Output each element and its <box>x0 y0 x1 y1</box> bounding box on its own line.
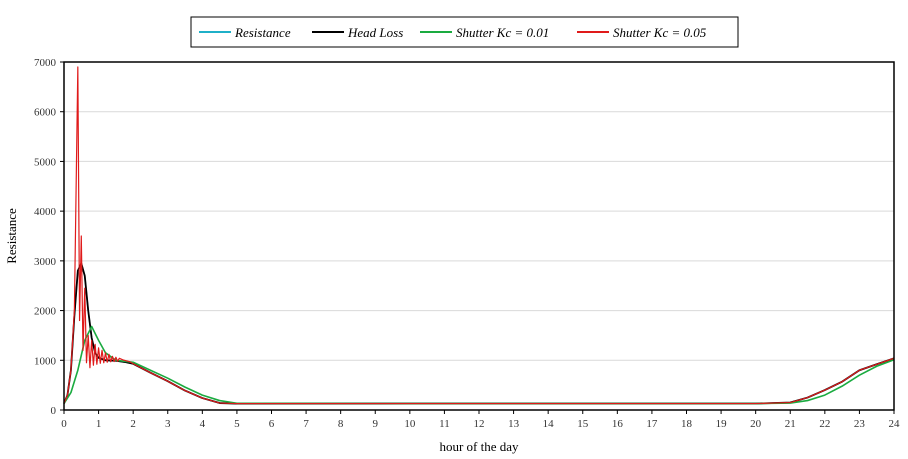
legend-item-head-loss: Head Loss <box>312 25 403 40</box>
series-layer <box>63 66 895 405</box>
legend-item-resistance: Resistance <box>199 25 291 40</box>
y-tick-label-1000: 1000 <box>34 355 57 367</box>
legend-label-shutter-kc-005: Shutter Kc = 0.05 <box>613 25 707 40</box>
legend-item-shutter-kc-005: Shutter Kc = 0.05 <box>577 25 707 40</box>
x-tick-label-14: 14 <box>543 418 555 430</box>
plot-frame <box>63 61 895 411</box>
y-tick-label-2000: 2000 <box>34 306 57 318</box>
x-tick-label-24: 24 <box>889 418 901 430</box>
x-tick-label-3: 3 <box>165 418 171 430</box>
x-tick-label-10: 10 <box>404 418 416 430</box>
x-tick-label-15: 15 <box>577 418 589 430</box>
x-tick-label-4: 4 <box>200 418 206 430</box>
x-tick-label-21: 21 <box>785 418 796 430</box>
series-line-shutter-kc-0-01 <box>63 325 895 405</box>
x-tick-label-0: 0 <box>61 418 67 430</box>
legend-label-head-loss: Head Loss <box>347 25 403 40</box>
x-axis-title: hour of the day <box>439 439 519 454</box>
x-tick-label-12: 12 <box>474 418 485 430</box>
x-tick-label-7: 7 <box>303 418 309 430</box>
x-tick-label-19: 19 <box>716 418 728 430</box>
x-tick-label-8: 8 <box>338 418 344 430</box>
x-tick-label-22: 22 <box>819 418 830 430</box>
gridlines <box>64 61 894 361</box>
x-tick-label-17: 17 <box>646 418 658 430</box>
x-tick-label-2: 2 <box>130 418 136 430</box>
series-line-head-loss <box>63 262 895 405</box>
x-tick-label-23: 23 <box>854 418 866 430</box>
x-axis-ticks: 0 1 2 3 4 5 6 7 8 9 10 11 12 13 14 15 16 17 18 19 20 21 22 23 24 <box>61 410 900 430</box>
legend-label-resistance: Resistance <box>234 25 291 40</box>
series-line-resistance <box>63 262 895 405</box>
x-tick-label-9: 9 <box>373 418 379 430</box>
y-tick-label-4000: 4000 <box>34 206 57 218</box>
y-tick-label-6000: 6000 <box>34 107 57 119</box>
x-tick-label-13: 13 <box>508 418 520 430</box>
legend: Resistance Head Loss Shutter Kc = 0.01 S… <box>190 16 739 48</box>
x-tick-label-11: 11 <box>439 418 450 430</box>
y-tick-label-5000: 5000 <box>34 156 57 168</box>
y-tick-label-3000: 3000 <box>34 256 57 268</box>
y-tick-label-0: 0 <box>51 405 57 417</box>
y-axis-ticks: 0 1000 2000 3000 4000 5000 6000 7000 <box>34 57 64 417</box>
x-tick-label-5: 5 <box>234 418 240 430</box>
series-line-shutter-kc-0-05 <box>63 66 895 405</box>
x-tick-label-18: 18 <box>681 418 693 430</box>
legend-box <box>190 16 739 48</box>
x-tick-label-16: 16 <box>612 418 624 430</box>
y-tick-label-7000: 7000 <box>34 57 57 69</box>
y-axis-title: Resistance <box>4 208 19 264</box>
x-tick-label-1: 1 <box>96 418 102 430</box>
legend-label-shutter-kc-001: Shutter Kc = 0.01 <box>456 25 549 40</box>
legend-item-shutter-kc-001: Shutter Kc = 0.01 <box>420 25 549 40</box>
x-tick-label-6: 6 <box>269 418 275 430</box>
x-tick-label-20: 20 <box>750 418 762 430</box>
